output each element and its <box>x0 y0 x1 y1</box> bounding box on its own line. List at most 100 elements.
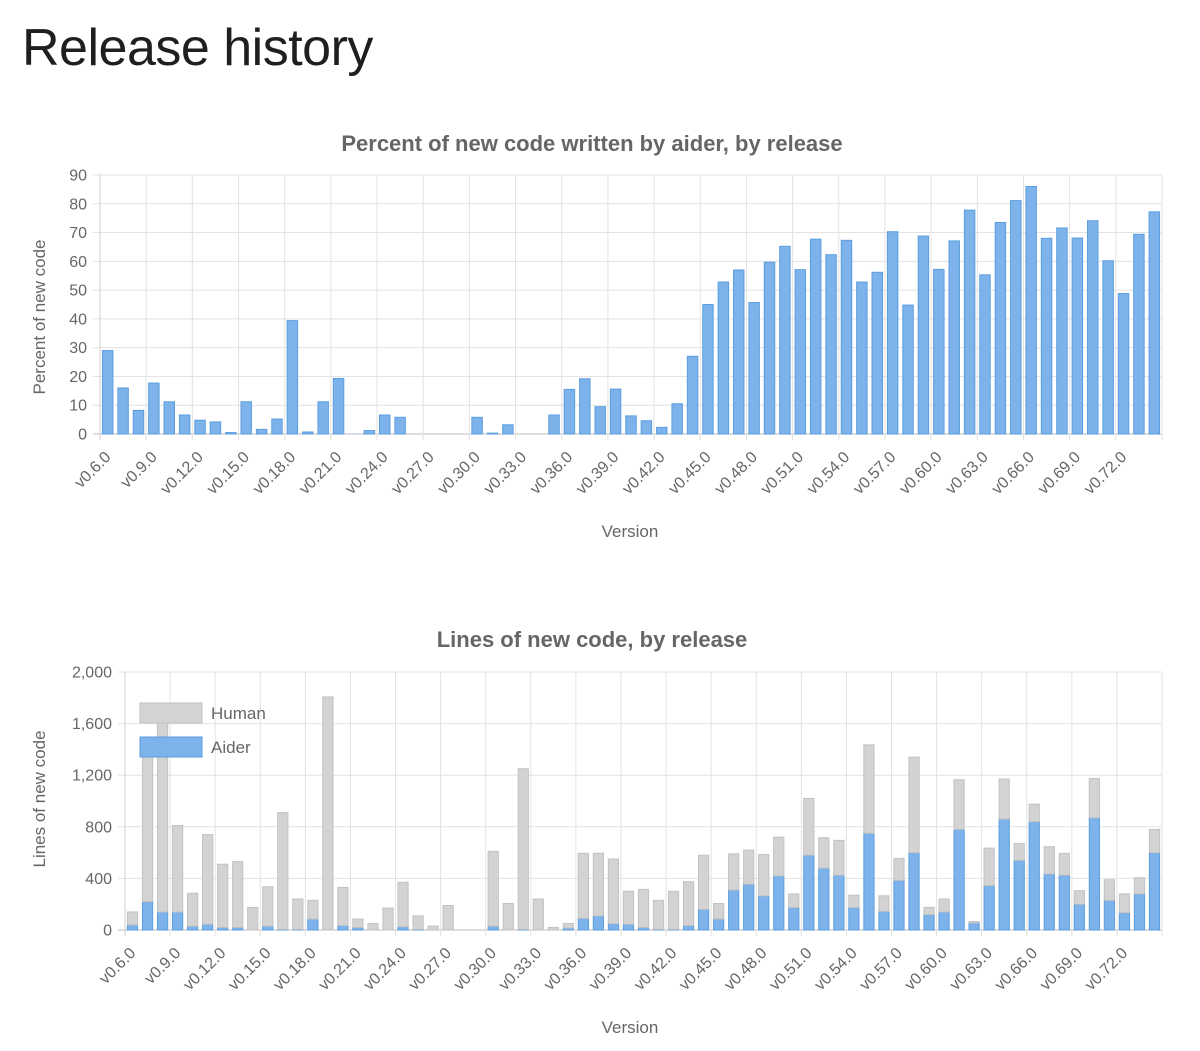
bar-aider <box>141 901 154 931</box>
bar-value <box>101 350 114 435</box>
bar-human <box>262 886 274 927</box>
bar-human <box>171 825 184 913</box>
bar-human <box>622 890 635 925</box>
bar-human <box>863 744 875 834</box>
legend-swatch-human <box>139 702 203 724</box>
bar-aider <box>998 818 1010 931</box>
bar-value <box>717 281 730 435</box>
bar-human <box>998 778 1010 820</box>
y-axis-label: Percent of new code <box>30 240 49 395</box>
bar-human <box>577 852 589 919</box>
bar-value <box>748 301 760 435</box>
bar-value <box>132 409 145 435</box>
bar-human <box>938 898 950 913</box>
x-tick-label: v0.69.0 <box>1035 449 1084 498</box>
bar-aider <box>1118 912 1131 931</box>
bar-aider <box>803 854 815 931</box>
bar-aider <box>1058 874 1070 931</box>
bar-human <box>202 834 214 925</box>
x-axis-ticks: v0.6.0 v0.9.0v0.12.0v0.15.0v0.18.0v0.21.0… <box>72 449 1131 498</box>
y-tick-label: 50 <box>69 283 87 300</box>
bar-value <box>255 428 268 435</box>
bar-value <box>363 430 376 435</box>
bar-aider <box>1028 821 1040 931</box>
bar-human <box>848 894 860 908</box>
bar-human <box>607 858 620 925</box>
bar-aider <box>833 874 845 931</box>
bar-value <box>979 274 991 435</box>
x-tick-label: v0.42.0 <box>619 449 668 498</box>
percent-chart: Percent of new code written by aider, by… <box>30 131 1163 541</box>
bar-aider <box>908 852 920 931</box>
bar-value <box>225 432 237 435</box>
bar-human <box>307 899 319 920</box>
bar-human <box>292 898 304 930</box>
bar-human <box>247 906 259 931</box>
bar-value <box>178 414 191 435</box>
x-tick-label: v0.21.0 <box>296 449 345 498</box>
bar-human <box>1103 879 1116 901</box>
bar-value <box>656 426 668 435</box>
bar-aider <box>878 910 890 931</box>
y-tick-label: 2,000 <box>72 665 112 682</box>
y-tick-label: 40 <box>69 311 87 328</box>
bar-value <box>809 238 822 435</box>
bar-aider <box>337 924 349 931</box>
bar-value <box>856 281 868 435</box>
bar-human <box>517 768 529 930</box>
bar-human <box>352 918 364 928</box>
bar-human <box>682 881 695 926</box>
x-tick-label: v0.33.0 <box>481 449 530 498</box>
bar-value <box>609 388 622 435</box>
bar-aider <box>1073 903 1085 931</box>
bar-value <box>240 401 252 435</box>
bar-aider <box>592 915 605 931</box>
bar-human <box>547 926 559 931</box>
bar-value <box>209 421 222 435</box>
bar-human <box>728 853 740 891</box>
bar-human <box>232 861 244 928</box>
bar-aider <box>187 925 199 931</box>
bar-value <box>763 261 776 435</box>
bar-human <box>427 925 439 931</box>
x-tick-label: v0.36.0 <box>541 945 590 994</box>
bar-value <box>502 424 514 435</box>
y-tick-label: 800 <box>85 819 112 836</box>
bar-value <box>871 271 883 435</box>
bar-value <box>394 416 406 435</box>
bar-value <box>1025 186 1037 435</box>
y-tick-label: 60 <box>69 254 87 271</box>
bar-aider <box>818 867 830 931</box>
x-tick-label: v0.30.0 <box>451 945 500 994</box>
x-tick-label: v0.66.0 <box>989 449 1038 498</box>
bar-human <box>1028 803 1040 823</box>
bar-value <box>117 387 129 435</box>
bar-aider <box>1133 893 1146 931</box>
bar-value <box>563 388 576 435</box>
x-tick-label: v0.54.0 <box>812 945 861 994</box>
bar-human <box>367 923 379 931</box>
y-tick-label: 90 <box>69 168 87 185</box>
bar-aider <box>863 832 875 931</box>
legend-label-aider: Aider <box>211 738 251 757</box>
x-tick-label: v0.12.0 <box>158 449 207 498</box>
bar-value <box>1010 200 1022 435</box>
x-tick-label: v0.45.0 <box>666 449 715 498</box>
bar-human <box>277 812 289 930</box>
bar-aider <box>953 828 965 931</box>
bar-aider <box>1043 873 1055 931</box>
x-tick-label: v0.24.0 <box>361 945 410 994</box>
bar-value <box>794 269 807 435</box>
x-axis-label: Version <box>602 1018 659 1037</box>
chart-bars <box>126 696 1161 931</box>
x-tick-label: v0.48.0 <box>721 945 770 994</box>
bar-human <box>908 756 920 854</box>
y-axis-ticks: 0 400 800 1,200 1,600 2,000 <box>72 665 112 940</box>
chart-title: Lines of new code, by release <box>437 627 748 652</box>
bar-value <box>148 382 160 435</box>
y-tick-label: 20 <box>69 369 87 386</box>
bar-aider <box>682 924 695 931</box>
y-tick-label: 1,600 <box>72 716 112 733</box>
x-tick-label: v0.15.0 <box>225 945 274 994</box>
x-tick-label: v0.27.0 <box>389 449 438 498</box>
